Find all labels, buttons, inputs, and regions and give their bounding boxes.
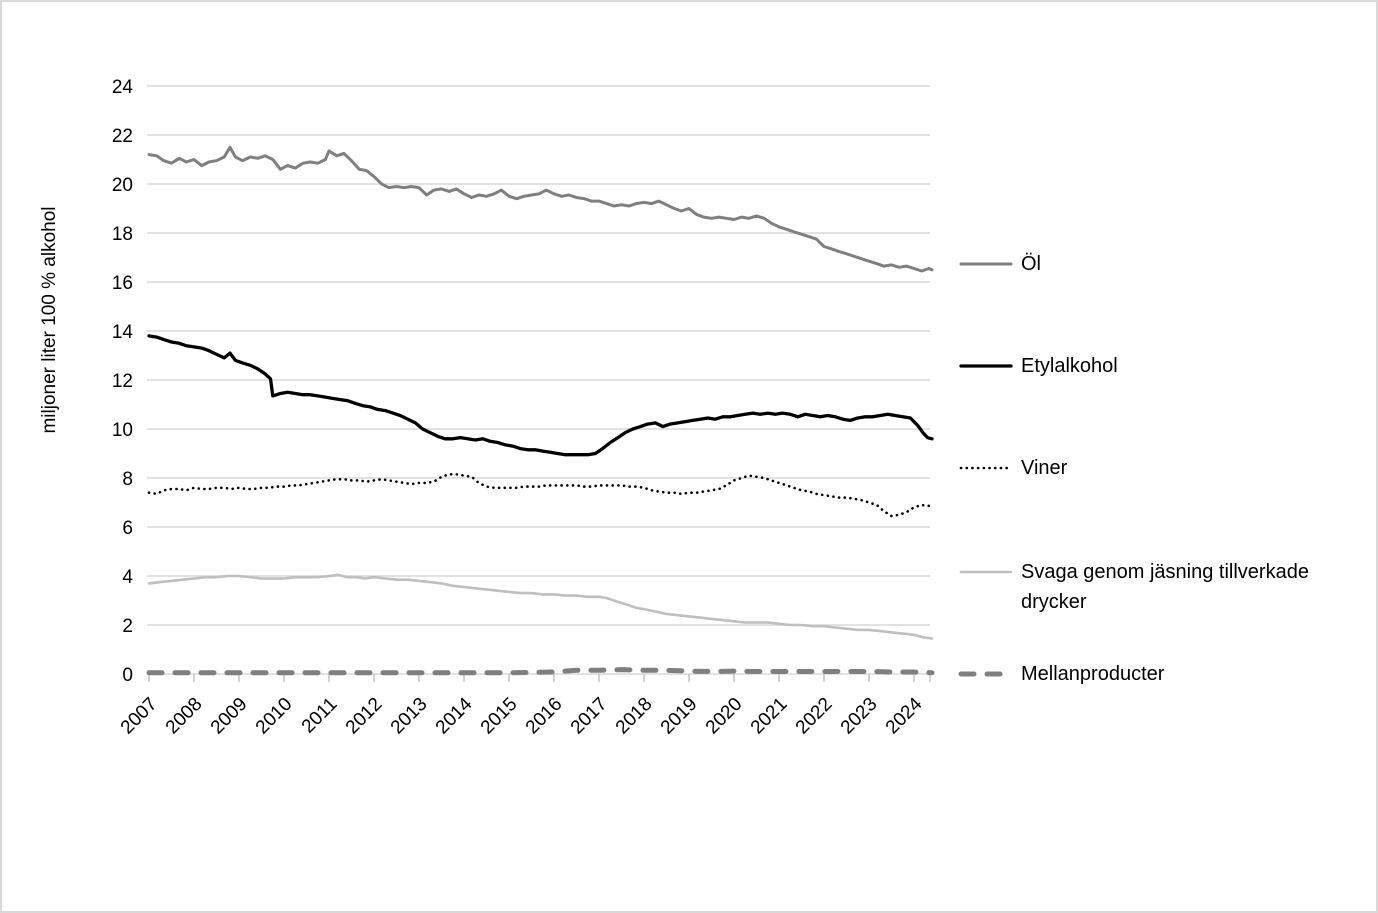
y-tick-label: 2	[122, 616, 133, 637]
y-tick-label: 0	[122, 665, 133, 686]
x-tick-label-2023: 2023	[837, 694, 882, 739]
legend-line-sample-etylalkohol	[959, 364, 1013, 368]
y-tick-label: 14	[112, 322, 134, 343]
y-tick-label: 4	[122, 567, 133, 588]
x-tick-label-2021: 2021	[747, 694, 792, 739]
x-tick-label-2012: 2012	[342, 694, 387, 739]
legend-line-sample-svaga-drycker	[959, 570, 1013, 574]
legend-line-sample-ol	[959, 262, 1013, 266]
legend-label-viner: Viner	[1021, 457, 1068, 479]
series-line-3	[147, 573, 934, 640]
legend-item-etylalkohol: Etylalkohol	[958, 351, 1118, 381]
y-tick-label: 22	[112, 126, 133, 147]
x-tick-label-2007: 2007	[117, 694, 162, 739]
x-tick-label-2013: 2013	[387, 694, 432, 739]
chart-legend: Öl Etylalkohol Viner Svaga genom jäsning…	[958, 2, 1368, 911]
y-tick-label: 18	[112, 224, 133, 245]
x-tick-label-2011: 2011	[298, 694, 342, 738]
legend-item-ol: Öl	[958, 249, 1041, 279]
x-tick-label-2009: 2009	[207, 694, 252, 739]
y-tick-label: 20	[112, 175, 133, 196]
x-tick-label-2024: 2024	[882, 693, 927, 738]
x-tick-label-2017: 2017	[567, 694, 612, 739]
x-tick-label-2010: 2010	[252, 694, 297, 739]
x-tick-label-2016: 2016	[522, 694, 567, 739]
legend-line-sample-viner	[959, 466, 1013, 470]
series-line-0	[147, 145, 934, 273]
x-tick-label-2022: 2022	[792, 694, 837, 739]
legend-label-ol: Öl	[1021, 253, 1041, 275]
legend-item-mellanproducter: Mellanproducter	[958, 659, 1164, 689]
y-tick-label: 16	[112, 273, 133, 294]
x-tick-label-2015: 2015	[477, 694, 522, 739]
y-tick-label: 10	[112, 420, 133, 441]
series-line-2	[147, 472, 934, 518]
x-tick-label-2014: 2014	[432, 693, 477, 738]
series-line-1	[147, 334, 934, 457]
legend-label-mellanproducter: Mellanproducter	[1021, 663, 1165, 685]
x-tick-label-2008: 2008	[162, 694, 207, 739]
x-tick-label-2018: 2018	[612, 694, 657, 739]
x-tick-label-2020: 2020	[702, 694, 747, 739]
series-line-4	[146, 667, 935, 676]
legend-label-etylalkohol: Etylalkohol	[1021, 355, 1118, 377]
y-axis-title: miljoner liter 100 % alkohol	[39, 206, 60, 433]
x-tick-label-2019: 2019	[657, 694, 702, 739]
y-tick-label: 24	[112, 77, 134, 98]
legend-item-svaga-drycker: Svaga genom jäsning tillverkade drycker	[958, 557, 1366, 617]
y-tick-label: 12	[112, 371, 133, 392]
legend-item-viner: Viner	[958, 453, 1067, 483]
legend-label-svaga-drycker: Svaga genom jäsning tillverkade drycker	[1021, 561, 1309, 613]
y-tick-label: 8	[122, 469, 133, 490]
y-tick-label: 6	[122, 518, 133, 539]
legend-line-sample-mellanproducter	[958, 671, 1014, 677]
